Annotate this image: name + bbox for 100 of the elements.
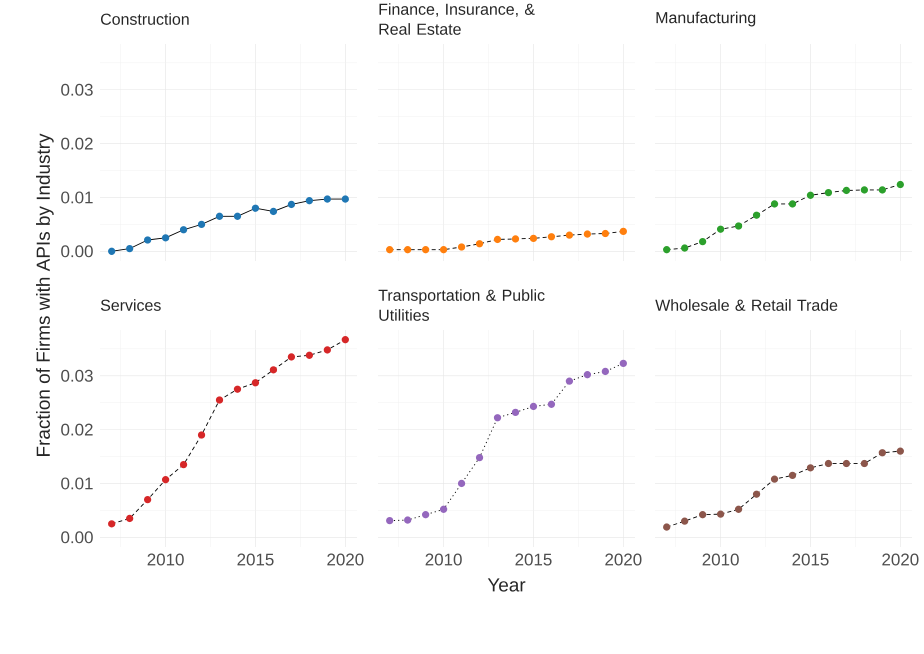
point	[494, 414, 502, 422]
point	[788, 472, 796, 480]
point	[716, 226, 724, 233]
point	[198, 431, 206, 439]
point	[162, 476, 170, 484]
point	[288, 353, 296, 361]
chart-title: Finance, Insurance, & Real Estate	[380, 3, 535, 35]
point	[566, 378, 574, 385]
chart-title: Manufacturing	[656, 12, 756, 26]
point	[458, 480, 466, 488]
x-axis-title: Year	[488, 578, 526, 592]
point	[878, 186, 886, 194]
point	[681, 518, 688, 525]
y-tick-label: 0.00	[61, 245, 93, 258]
y-axis-title: Fraction of Firms with APIs by Industry	[36, 134, 54, 456]
x-tick-label: 2020	[605, 554, 642, 566]
point	[422, 246, 430, 254]
point	[663, 523, 670, 531]
y-tick-label: 0.00	[61, 531, 93, 544]
y-tick-label: 0.01	[61, 191, 93, 204]
point	[620, 228, 627, 236]
point	[126, 244, 134, 252]
point	[842, 186, 850, 194]
point	[602, 230, 609, 238]
y-tick-label: 0.03	[61, 370, 93, 382]
chart-title: Services	[100, 299, 161, 311]
point	[602, 368, 609, 376]
point	[404, 246, 412, 254]
x-tick-label: 2020	[882, 554, 919, 566]
point	[734, 506, 742, 513]
x-tick-label: 2020	[327, 554, 364, 566]
point	[860, 186, 868, 194]
point	[896, 180, 904, 188]
point	[270, 208, 278, 216]
point	[180, 460, 188, 468]
point	[216, 212, 224, 220]
point	[108, 248, 116, 255]
point	[476, 454, 484, 462]
point	[476, 240, 484, 248]
chart-title: Transportation & Public Utilities	[378, 289, 545, 321]
point	[734, 222, 742, 230]
point	[584, 371, 592, 378]
point	[440, 506, 448, 513]
point	[788, 200, 796, 208]
point	[716, 510, 724, 518]
point	[234, 386, 242, 393]
point	[342, 195, 349, 203]
point	[324, 195, 331, 203]
point	[566, 232, 574, 239]
point	[512, 408, 520, 416]
y-tick-label: 0.02	[61, 424, 93, 436]
x-tick-label: 2015	[515, 554, 552, 566]
point	[440, 246, 448, 254]
point	[162, 234, 170, 242]
point	[404, 516, 412, 524]
point	[512, 235, 520, 243]
point	[770, 476, 778, 483]
point	[770, 200, 778, 208]
y-tick-label: 0.03	[61, 84, 93, 96]
point	[288, 200, 296, 208]
y-tick-label: 0.01	[61, 477, 93, 490]
point	[896, 448, 904, 455]
point	[252, 204, 260, 212]
chart-title: Wholesale & Retail Trade	[655, 299, 838, 311]
point	[252, 379, 260, 386]
x-tick-label: 2015	[237, 554, 274, 566]
point	[198, 220, 206, 228]
point	[180, 226, 188, 234]
point	[306, 197, 314, 204]
point	[878, 449, 886, 456]
point	[422, 511, 430, 518]
point	[548, 233, 556, 240]
point	[458, 243, 466, 251]
point	[386, 246, 394, 254]
point	[386, 516, 394, 524]
x-tick-label: 2015	[792, 554, 829, 566]
x-tick-label: 2010	[702, 554, 739, 566]
point	[860, 460, 868, 468]
point	[530, 234, 538, 242]
point	[663, 246, 670, 254]
point	[806, 192, 814, 199]
point	[842, 460, 850, 468]
point	[698, 511, 706, 518]
point	[216, 396, 224, 404]
point	[234, 212, 242, 220]
point	[144, 236, 152, 244]
point	[698, 238, 706, 246]
x-tick-label: 2010	[148, 554, 184, 566]
point	[584, 230, 592, 238]
chart-title: Construction	[101, 13, 189, 25]
y-tick-label: 0.02	[61, 138, 93, 150]
point	[824, 460, 832, 468]
point	[270, 366, 278, 374]
point	[824, 188, 832, 196]
point	[144, 496, 152, 504]
point	[752, 490, 760, 498]
point	[620, 360, 627, 368]
point	[108, 520, 116, 528]
point	[806, 464, 814, 472]
point	[324, 346, 331, 354]
